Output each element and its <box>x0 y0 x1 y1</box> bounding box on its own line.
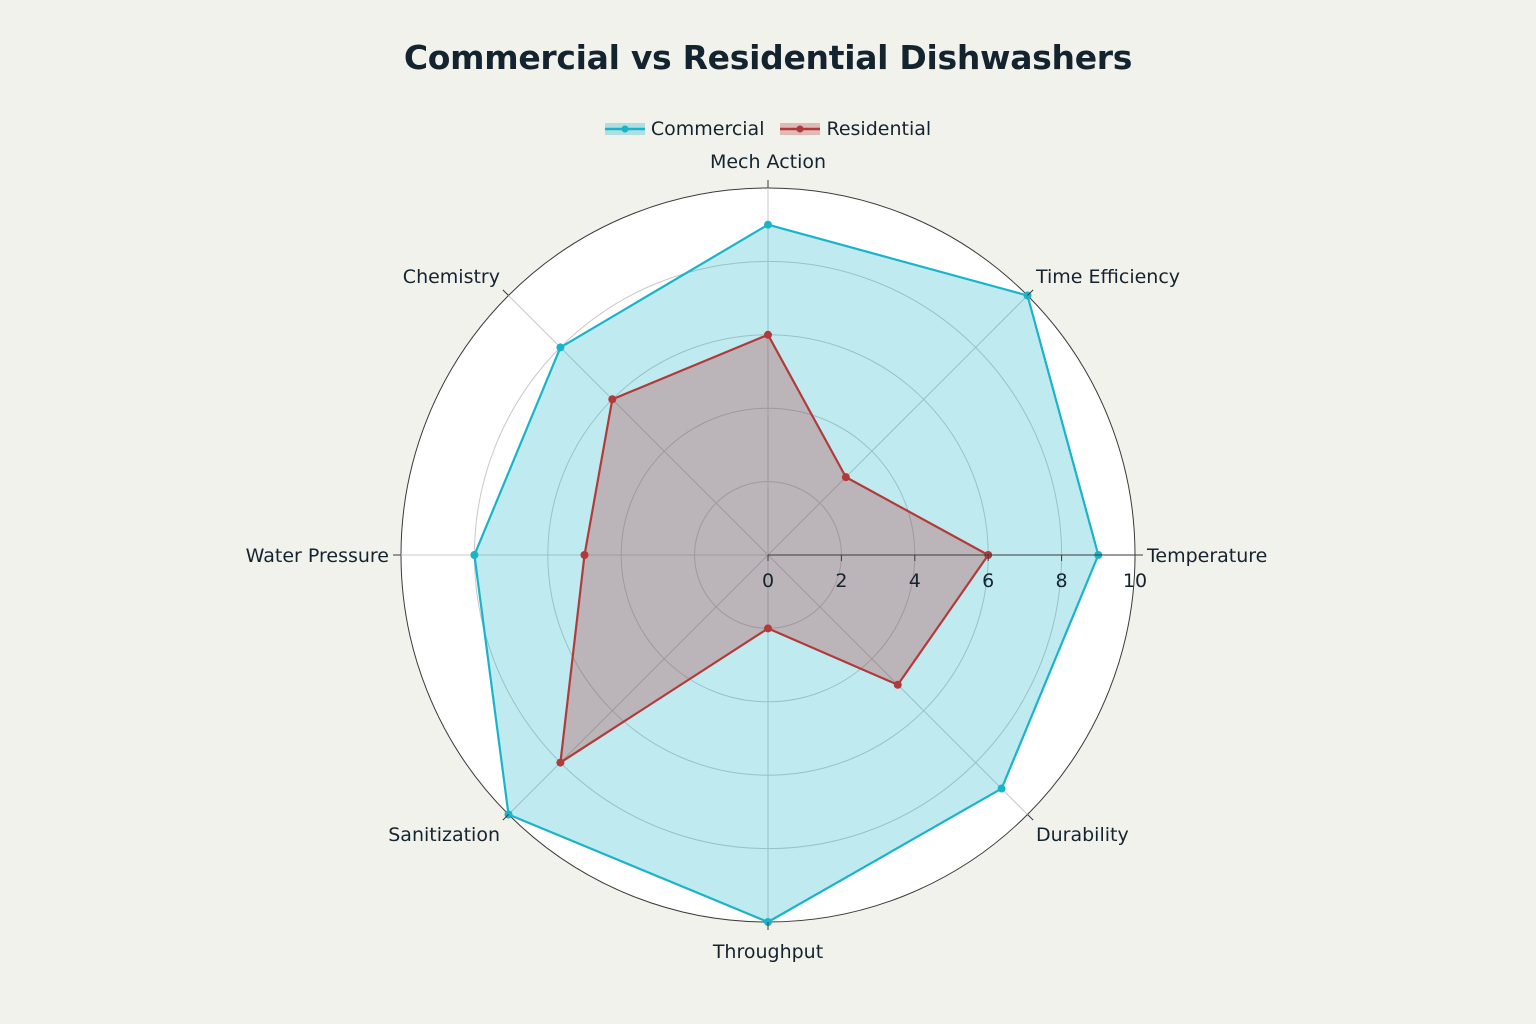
axis-label-throughput: Throughput <box>712 941 823 963</box>
legend-label-residential: Residential <box>826 118 932 140</box>
data-point-commercial <box>997 784 1006 793</box>
data-point-residential <box>580 551 589 559</box>
legend-swatch-commercial <box>604 123 645 135</box>
angular-tick <box>502 289 509 296</box>
data-point-commercial <box>764 220 772 229</box>
legend-item-residential[interactable]: Residential <box>780 118 931 140</box>
radial-tick-label: 0 <box>762 570 774 592</box>
axis-spoke <box>767 295 1028 556</box>
data-point-residential <box>764 624 772 633</box>
radial-tick-label: 8 <box>1056 570 1068 592</box>
data-point-residential <box>893 680 902 689</box>
angular-tick <box>502 814 509 821</box>
axis-label-time-efficiency: Time Efficiency <box>1035 266 1180 288</box>
chart-title: Commercial vs Residential Dishwashers <box>403 38 1133 77</box>
axis-label-sanitization: Sanitization <box>388 824 500 846</box>
legend-label-commercial: Commercial <box>650 118 765 140</box>
axis-label-durability: Durability <box>1036 824 1129 846</box>
data-point-residential <box>841 473 850 482</box>
data-point-residential <box>608 395 617 404</box>
radial-tick-label: 10 <box>1123 570 1147 592</box>
data-point-commercial <box>470 551 479 559</box>
axis-label-temperature: Temperature <box>1146 545 1267 567</box>
axis-label-mech-action: Mech Action <box>710 151 826 173</box>
data-point-commercial <box>556 343 565 352</box>
angular-tick <box>1027 814 1034 821</box>
axis-spoke <box>508 554 769 815</box>
axis-label-water-pressure: Water Pressure <box>246 545 389 567</box>
legend-item-commercial[interactable]: Commercial <box>604 118 765 140</box>
axis-spoke <box>508 295 769 556</box>
data-point-residential <box>764 330 772 339</box>
legend-swatch-residential <box>780 123 821 135</box>
radial-tick-label: 4 <box>909 570 921 592</box>
axis-label-chemistry: Chemistry <box>403 266 500 288</box>
radial-tick-label: 2 <box>835 570 847 592</box>
radial-tick-label: 6 <box>982 570 994 592</box>
legend: Commercial Residential <box>0 118 1536 140</box>
data-point-residential <box>556 758 565 767</box>
angular-tick <box>1027 289 1034 296</box>
